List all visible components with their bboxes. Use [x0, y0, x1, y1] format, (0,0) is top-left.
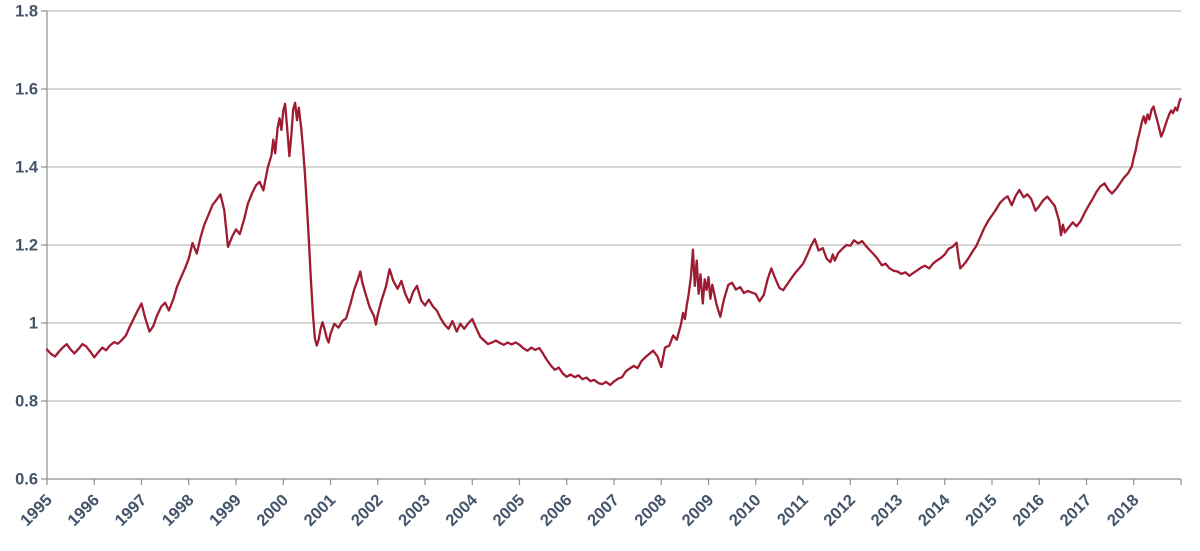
x-tick-label: 2010	[726, 491, 765, 530]
y-tick-label: 1.6	[15, 81, 38, 99]
x-tick-label: 2008	[631, 491, 670, 530]
x-axis-labels: 1995 1996 1997 1998 1999 2000 2001 2002 2003 2004…	[17, 491, 1142, 530]
x-tick-label: 2009	[679, 491, 718, 530]
x-tick-label: 2013	[868, 491, 907, 530]
x-tick-label: 2000	[253, 491, 292, 530]
x-tick-label: 2017	[1057, 491, 1096, 530]
y-tick-label: 1.2	[15, 237, 38, 255]
x-tick-label: 2014	[915, 491, 954, 530]
y-tick-marks	[41, 10, 47, 480]
x-tick-label: 2005	[490, 491, 529, 530]
y-tick-label: 1	[29, 315, 38, 333]
x-tick-label: 2007	[584, 491, 623, 530]
x-tick-label: 2015	[962, 491, 1001, 530]
x-tick-marks	[46, 479, 1182, 485]
x-tick-label: 1996	[64, 491, 103, 530]
y-tick-label: 1.4	[15, 159, 39, 177]
x-tick-label: 2011	[774, 491, 812, 529]
y-tick-label: 0.8	[15, 393, 38, 411]
x-tick-label: 1999	[206, 491, 245, 530]
y-axis-labels: 1.8 1.6 1.4 1.2 1 0.8 0.6	[15, 3, 39, 489]
x-tick-label: 2006	[537, 491, 576, 530]
data-series-line	[45, 97, 1182, 387]
y-tick-label: 1.8	[15, 3, 38, 21]
x-tick-label: 1998	[159, 491, 198, 530]
x-tick-label: 2002	[348, 491, 387, 530]
x-tick-label: 2001	[301, 491, 340, 530]
y-tick-label: 0.6	[15, 471, 38, 489]
x-tick-label: 1995	[17, 491, 56, 530]
x-tick-label: 2016	[1009, 491, 1048, 530]
x-tick-label: 2012	[820, 491, 859, 530]
x-tick-label: 2018	[1104, 491, 1143, 530]
x-tick-label: 2003	[395, 491, 434, 530]
x-tick-label: 1997	[112, 491, 151, 530]
x-tick-label: 2004	[442, 491, 481, 530]
y-gridlines	[47, 10, 1181, 402]
